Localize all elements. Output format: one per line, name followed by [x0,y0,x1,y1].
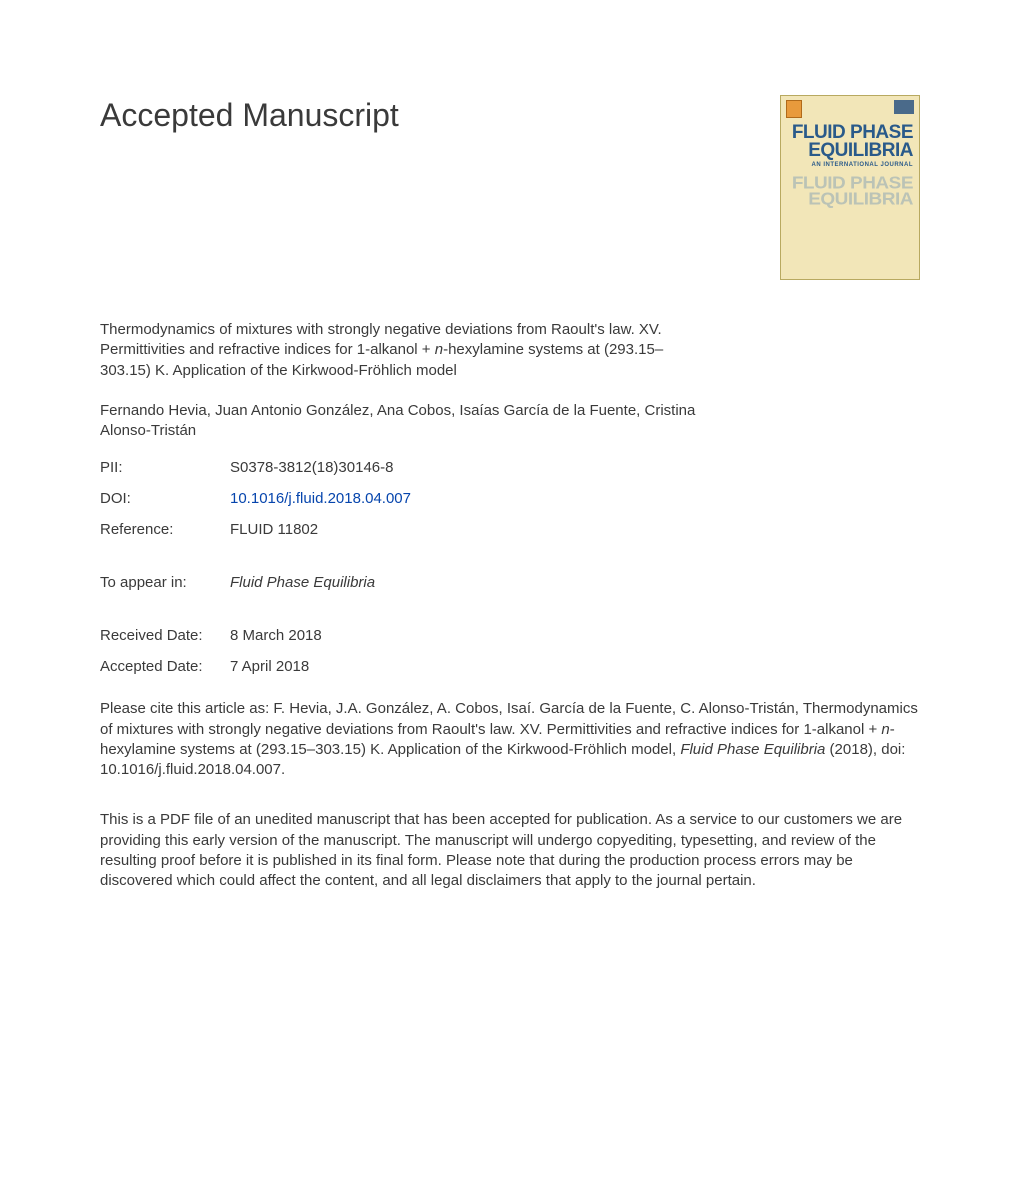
to-appear-value: Fluid Phase Equilibria [230,574,920,591]
received-date-value: 8 March 2018 [230,627,920,644]
accepted-date-label: Accepted Date: [100,658,230,675]
accepted-date-value: 7 April 2018 [230,658,920,675]
received-date-label: Received Date: [100,627,230,644]
citation-pre: Please cite this article as: F. Hevia, J… [100,700,918,737]
author-list: Fernando Hevia, Juan Antonio González, A… [100,401,720,442]
reference-label: Reference: [100,521,230,538]
reference-value: FLUID 11802 [230,521,920,538]
journal-cover-thumbnail: FLUID PHASE EQUILIBRIA AN INTERNATIONAL … [780,95,920,280]
article-title: Thermodynamics of mixtures with strongly… [100,320,710,381]
header-row: Accepted Manuscript FLUID PHASE EQUILIBR… [100,95,920,280]
article-title-italic: n [435,341,443,358]
publisher-logo-icon [786,100,802,118]
citation-italic2: Fluid Phase Equilibria [680,741,825,758]
cover-subline: AN INTERNATIONAL JOURNAL [787,162,913,168]
doi-link[interactable]: 10.1016/j.fluid.2018.04.007 [230,490,920,507]
meta-spacer-2 [100,605,920,613]
to-appear-label: To appear in: [100,574,230,591]
disclaimer-text: This is a PDF file of an unedited manusc… [100,810,920,891]
cover-title-block: FLUID PHASE EQUILIBRIA AN INTERNATIONAL … [781,120,919,210]
pii-value: S0378-3812(18)30146-8 [230,459,920,476]
cover-top-bar [781,96,919,120]
accepted-manuscript-heading: Accepted Manuscript [100,97,399,134]
cover-corner-icon [894,100,914,114]
cover-reflection: FLUID PHASE EQUILIBRIA [787,176,913,208]
meta-spacer-1 [100,552,920,560]
cover-reflection-line2: EQUILIBRIA [787,192,913,208]
citation-text: Please cite this article as: F. Hevia, J… [100,699,920,780]
citation-italic1: n [881,721,889,738]
doi-label: DOI: [100,490,230,507]
cover-line2: EQUILIBRIA [787,142,913,160]
pii-label: PII: [100,459,230,476]
metadata-grid: PII: S0378-3812(18)30146-8 DOI: 10.1016/… [100,459,920,675]
